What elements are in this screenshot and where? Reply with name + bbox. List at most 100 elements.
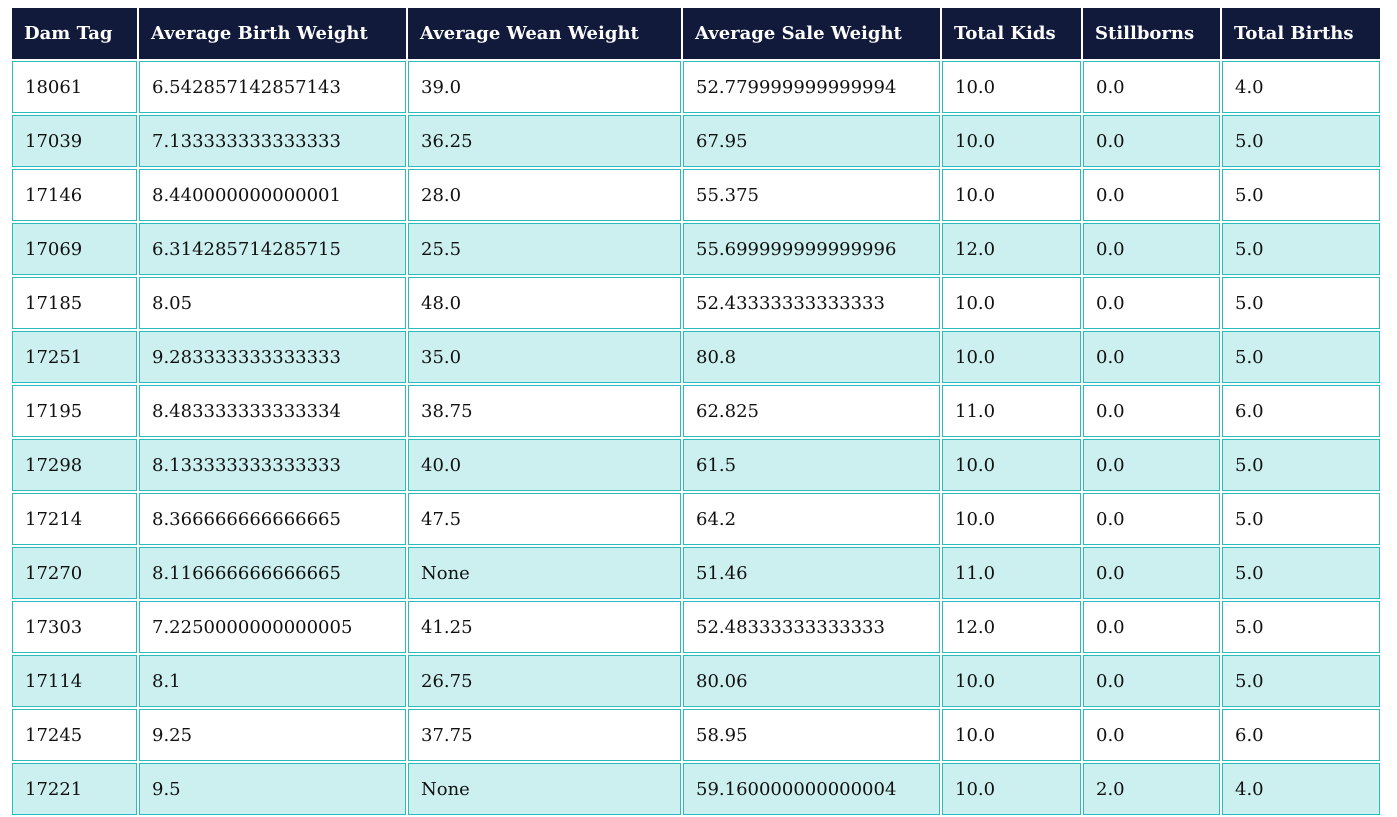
cell-total-kids: 12.0 [942,601,1081,653]
cell-average-sale-weight: 62.825 [683,385,940,437]
cell-average-sale-weight: 61.5 [683,439,940,491]
header-average-birth-weight[interactable]: Average Birth Weight [139,8,406,59]
cell-dam-tag: 17298 [12,439,137,491]
cell-average-sale-weight: 55.375 [683,169,940,221]
table-row: 17251 9.283333333333333 35.0 80.8 10.0 0.0 5.0 [12,331,1380,383]
cell-average-wean-weight: 39.0 [408,61,681,113]
cell-stillborns: 0.0 [1083,655,1220,707]
cell-dam-tag: 17114 [12,655,137,707]
cell-total-kids: 10.0 [942,277,1081,329]
cell-total-births: 6.0 [1222,709,1380,761]
cell-total-births: 6.0 [1222,385,1380,437]
cell-stillborns: 0.0 [1083,385,1220,437]
cell-dam-tag: 17303 [12,601,137,653]
dam-table-container: Dam Tag Average Birth Weight Average Wea… [10,6,1382,817]
cell-total-births: 4.0 [1222,61,1380,113]
cell-average-sale-weight: 64.2 [683,493,940,545]
cell-dam-tag: 17214 [12,493,137,545]
cell-average-birth-weight: 8.483333333333334 [139,385,406,437]
cell-stillborns: 0.0 [1083,223,1220,275]
cell-total-births: 5.0 [1222,277,1380,329]
cell-average-birth-weight: 8.366666666666665 [139,493,406,545]
cell-stillborns: 0.0 [1083,601,1220,653]
cell-total-kids: 10.0 [942,169,1081,221]
table-row: 17039 7.133333333333333 36.25 67.95 10.0 0.0 5… [12,115,1380,167]
cell-average-sale-weight: 80.06 [683,655,940,707]
table-row: 17185 8.05 48.0 52.43333333333333 10.0 0.0 5.0 [12,277,1380,329]
cell-stillborns: 0.0 [1083,61,1220,113]
cell-average-sale-weight: 55.699999999999996 [683,223,940,275]
cell-total-kids: 11.0 [942,547,1081,599]
cell-average-wean-weight: None [408,547,681,599]
cell-average-wean-weight: None [408,763,681,815]
table-row: 17069 6.314285714285715 25.5 55.69999999999… [12,223,1380,275]
cell-total-births: 5.0 [1222,601,1380,653]
cell-average-wean-weight: 48.0 [408,277,681,329]
table-row: 17214 8.366666666666665 47.5 64.2 10.0 0.0 5.0 [12,493,1380,545]
cell-dam-tag: 17069 [12,223,137,275]
cell-average-birth-weight: 7.133333333333333 [139,115,406,167]
cell-average-wean-weight: 28.0 [408,169,681,221]
cell-dam-tag: 17221 [12,763,137,815]
header-stillborns[interactable]: Stillborns [1083,8,1220,59]
header-average-sale-weight[interactable]: Average Sale Weight [683,8,940,59]
table-row: 17245 9.25 37.75 58.95 10.0 0.0 6.0 [12,709,1380,761]
table-row: 17114 8.1 26.75 80.06 10.0 0.0 5.0 [12,655,1380,707]
table-row: 17146 8.440000000000001 28.0 55.375 10.0 0.0 5… [12,169,1380,221]
cell-total-kids: 10.0 [942,493,1081,545]
table-row: 17270 8.116666666666665 None 51.46 11.0 0.0 5.… [12,547,1380,599]
cell-average-wean-weight: 41.25 [408,601,681,653]
header-average-wean-weight[interactable]: Average Wean Weight [408,8,681,59]
cell-average-wean-weight: 36.25 [408,115,681,167]
cell-average-wean-weight: 40.0 [408,439,681,491]
cell-average-birth-weight: 8.116666666666665 [139,547,406,599]
cell-average-sale-weight: 59.160000000000004 [683,763,940,815]
table-row: 17298 8.133333333333333 40.0 61.5 10.0 0.0 5.0 [12,439,1380,491]
cell-stillborns: 0.0 [1083,115,1220,167]
cell-total-births: 5.0 [1222,493,1380,545]
cell-total-births: 5.0 [1222,169,1380,221]
cell-total-births: 4.0 [1222,763,1380,815]
cell-average-wean-weight: 38.75 [408,385,681,437]
cell-total-kids: 12.0 [942,223,1081,275]
cell-total-births: 5.0 [1222,331,1380,383]
cell-total-kids: 10.0 [942,331,1081,383]
cell-average-sale-weight: 52.48333333333333 [683,601,940,653]
cell-dam-tag: 17270 [12,547,137,599]
header-dam-tag[interactable]: Dam Tag [12,8,137,59]
cell-average-sale-weight: 80.8 [683,331,940,383]
cell-dam-tag: 17251 [12,331,137,383]
table-row: 18061 6.542857142857143 39.0 52.77999999999… [12,61,1380,113]
header-total-kids[interactable]: Total Kids [942,8,1081,59]
cell-total-kids: 10.0 [942,709,1081,761]
cell-average-sale-weight: 52.779999999999994 [683,61,940,113]
cell-average-birth-weight: 9.5 [139,763,406,815]
cell-total-kids: 10.0 [942,61,1081,113]
cell-total-births: 5.0 [1222,655,1380,707]
table-row: 17195 8.483333333333334 38.75 62.825 11.0 0.0… [12,385,1380,437]
cell-dam-tag: 17146 [12,169,137,221]
cell-average-birth-weight: 6.314285714285715 [139,223,406,275]
cell-average-wean-weight: 47.5 [408,493,681,545]
cell-average-birth-weight: 8.133333333333333 [139,439,406,491]
cell-total-births: 5.0 [1222,547,1380,599]
cell-total-births: 5.0 [1222,223,1380,275]
cell-average-birth-weight: 9.283333333333333 [139,331,406,383]
cell-average-birth-weight: 8.440000000000001 [139,169,406,221]
header-total-births[interactable]: Total Births [1222,8,1380,59]
cell-dam-tag: 18061 [12,61,137,113]
cell-average-sale-weight: 58.95 [683,709,940,761]
cell-stillborns: 0.0 [1083,439,1220,491]
cell-dam-tag: 17195 [12,385,137,437]
cell-average-wean-weight: 26.75 [408,655,681,707]
cell-dam-tag: 17245 [12,709,137,761]
cell-total-kids: 10.0 [942,655,1081,707]
cell-dam-tag: 17185 [12,277,137,329]
cell-stillborns: 0.0 [1083,277,1220,329]
table-row: 17303 7.2250000000000005 41.25 52.483333333… [12,601,1380,653]
cell-total-kids: 11.0 [942,385,1081,437]
cell-average-wean-weight: 35.0 [408,331,681,383]
header-row: Dam Tag Average Birth Weight Average Wea… [12,8,1380,59]
cell-average-birth-weight: 7.2250000000000005 [139,601,406,653]
cell-total-kids: 10.0 [942,763,1081,815]
